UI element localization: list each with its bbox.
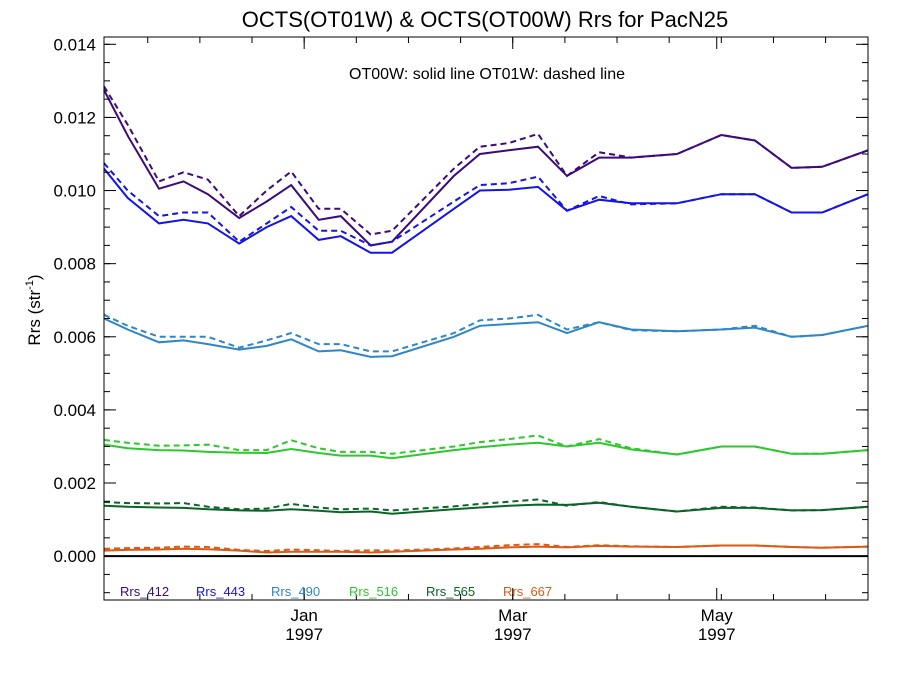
- axes-layer: 0.000 0.002 0.004 0.006 0.008 0.010 0.012 0.014…: [53, 35, 869, 644]
- chart-title: OCTS(OT01W) & OCTS(OT00W) Rrs for PacN25: [242, 7, 729, 32]
- legend-entry-rrs_490: Rrs_490: [271, 584, 320, 599]
- y-tick-label: 0.000: [53, 547, 96, 566]
- series-line-rrs_565-ot00w-solid: [103, 501, 869, 515]
- legend: Rrs_412 Rrs_443 Rrs_490 Rrs_516 Rrs_565 Rrs_6…: [120, 584, 552, 599]
- y-axis-label: Rrs (str-1): [24, 274, 44, 345]
- y-tick-label: 0.006: [53, 328, 96, 347]
- legend-entry-rrs_443: Rrs_443: [196, 584, 245, 599]
- x-tick-label-year: 1997: [285, 625, 323, 644]
- y-axis-label-close: ): [25, 274, 44, 280]
- y-tick-label: 0.010: [53, 182, 96, 201]
- series-line-rrs_516-ot01w-dashed: [103, 434, 869, 456]
- series-line-rrs_412-ot01w-dashed: [103, 85, 869, 236]
- legend-entry-rrs_412: Rrs_412: [120, 584, 169, 599]
- series-line-rrs_516-ot00w-solid: [103, 441, 869, 460]
- x-tick-label-month: Mar: [498, 606, 528, 625]
- y-tick-label: 0.004: [53, 401, 96, 420]
- series-line-rrs_443-ot00w-solid: [103, 167, 869, 254]
- series-layer: [103, 85, 869, 554]
- x-tick-label-year: 1997: [494, 625, 532, 644]
- y-axis-label-superscript: -1: [24, 280, 36, 290]
- series-line-rrs_565-ot01w-dashed: [103, 498, 869, 513]
- line-style-annotation: OT00W: solid line OT01W: dashed line: [349, 66, 625, 83]
- y-tick-label: 0.014: [53, 35, 96, 54]
- series-line-rrs_490-ot00w-solid: [103, 317, 869, 358]
- x-tick-label-month: Jan: [290, 606, 317, 625]
- series-line-rrs_443-ot01w-dashed: [103, 162, 869, 247]
- legend-entry-rrs_667: Rrs_667: [503, 584, 552, 599]
- x-tick-label-year: 1997: [698, 625, 736, 644]
- x-tick-label-month: May: [701, 606, 734, 625]
- y-tick-label: 0.012: [53, 108, 96, 127]
- y-axis-title: Rrs (str-1): [24, 274, 44, 345]
- series-line-rrs_412-ot00w-solid: [103, 89, 869, 247]
- y-tick-label: 0.008: [53, 255, 96, 274]
- legend-entry-rrs_565: Rrs_565: [426, 584, 475, 599]
- y-tick-label: 0.002: [53, 474, 96, 493]
- y-axis-label-main: Rrs (str: [25, 290, 44, 346]
- legend-entry-rrs_516: Rrs_516: [349, 584, 398, 599]
- plot-frame: [103, 36, 869, 601]
- series-line-rrs_490-ot01w-dashed: [103, 313, 869, 353]
- series-line-rrs_667-ot00w-solid: [103, 544, 869, 554]
